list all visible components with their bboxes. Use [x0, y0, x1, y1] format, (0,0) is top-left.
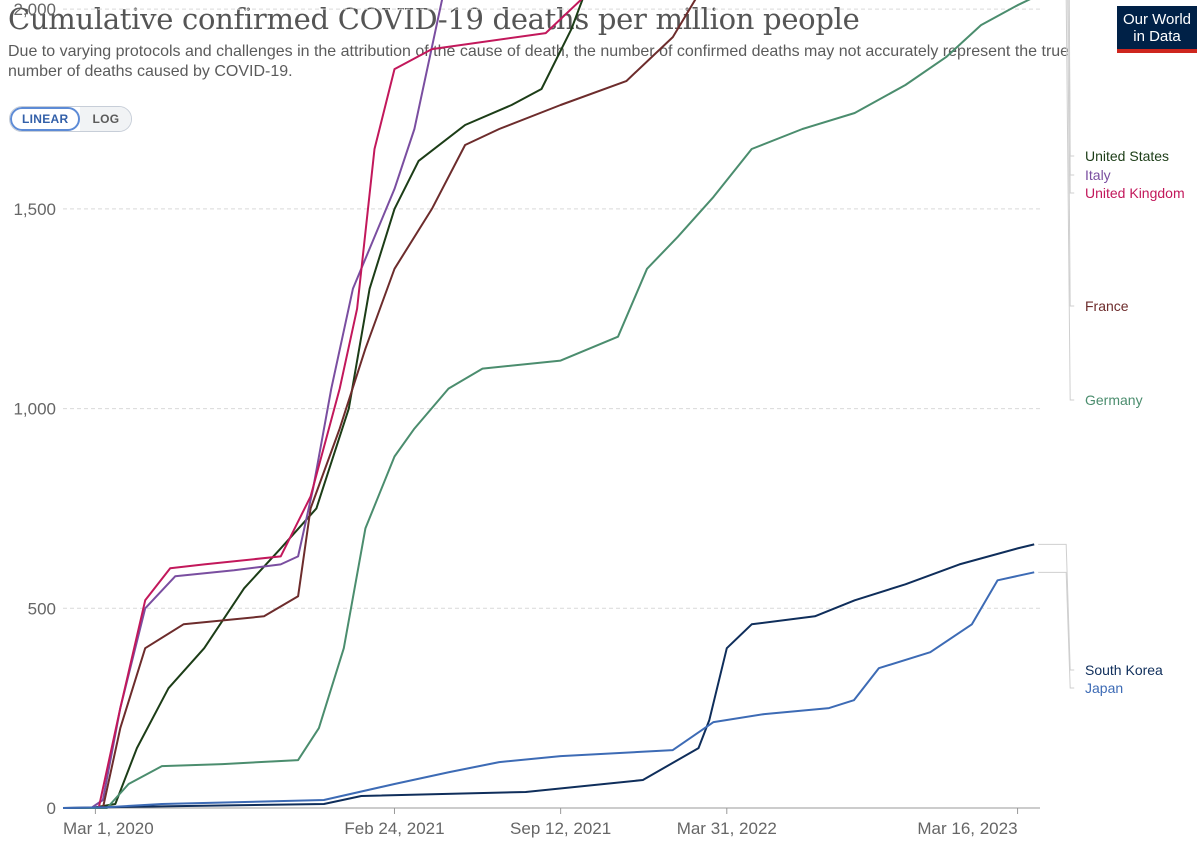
- logo-line-2: in Data: [1133, 28, 1181, 45]
- series-label-germany[interactable]: Germany: [1085, 392, 1143, 408]
- series-line-italy[interactable]: [63, 0, 1034, 809]
- y-tick-label: 1,000: [13, 400, 56, 419]
- series-line-japan[interactable]: [62, 571, 1035, 809]
- gridlines: [63, 8, 1040, 609]
- label-connector: [1065, 0, 1075, 401]
- logo-line-1: Our World: [1122, 11, 1192, 28]
- x-tick-label: Feb 24, 2021: [344, 819, 444, 838]
- chart-title: Cumulative confirmed COVID-19 deaths per…: [8, 2, 860, 36]
- x-tick-label: Mar 1, 2020: [63, 819, 154, 838]
- label-connector: [1038, 543, 1075, 671]
- series-label-south-korea[interactable]: South Korea: [1085, 662, 1163, 678]
- label-connector: [1067, 0, 1075, 307]
- series-label-france[interactable]: France: [1085, 298, 1129, 314]
- y-tick-label: 500: [28, 599, 56, 618]
- series-line-france[interactable]: [63, 0, 1034, 809]
- series-label-united-states[interactable]: United States: [1085, 148, 1169, 164]
- series-lines: [62, 0, 1035, 809]
- label-connector: [1068, 0, 1075, 176]
- x-tick-label: Mar 31, 2022: [677, 819, 777, 838]
- label-connector: [1068, 0, 1075, 157]
- scale-toggle: LINEAR LOG: [9, 106, 133, 132]
- series-label-japan[interactable]: Japan: [1085, 680, 1123, 696]
- chart-subtitle: Due to varying protocols and challenges …: [8, 43, 1070, 80]
- series-line-united-states[interactable]: [63, 0, 1034, 809]
- series-line-germany[interactable]: [63, 0, 1034, 809]
- series-label-united-kingdom[interactable]: United Kingdom: [1085, 185, 1185, 201]
- owid-logo[interactable]: Our World in Data: [1117, 6, 1197, 53]
- label-connector: [1038, 571, 1075, 689]
- series-line-south-korea[interactable]: [62, 543, 1035, 809]
- label-connector: [1068, 0, 1075, 194]
- y-tick-label: 1,500: [13, 200, 56, 219]
- y-tick-label: 2,000: [13, 0, 56, 19]
- x-tick-label: Sep 12, 2021: [510, 819, 611, 838]
- x-tick-label: Mar 16, 2023: [917, 819, 1017, 838]
- series-label-italy[interactable]: Italy: [1085, 167, 1111, 183]
- series-line-united-kingdom[interactable]: [63, 0, 1034, 809]
- y-tick-label: 0: [47, 799, 56, 818]
- log-scale-button[interactable]: LOG: [80, 107, 132, 131]
- x-axis: Mar 1, 2020 Feb 24, 2021 Sep 12, 2021 Mar 3…: [63, 807, 1040, 838]
- series-labels: United States Italy United Kingdom France Ge…: [1038, 0, 1185, 696]
- linear-scale-button[interactable]: LINEAR: [10, 107, 81, 131]
